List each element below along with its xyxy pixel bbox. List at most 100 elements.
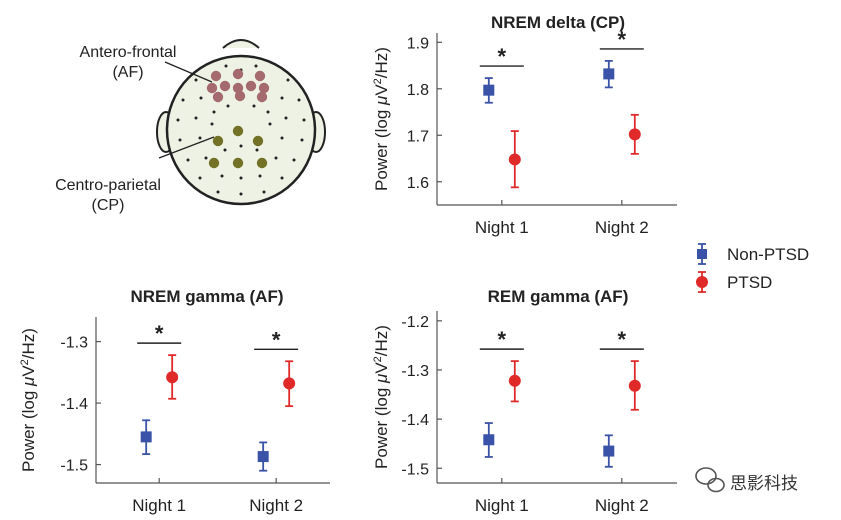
legend: Non-PTSD PTSD (696, 243, 809, 293)
electrode-dot-21 (258, 174, 262, 178)
y-axis-label-main: Power (log (19, 386, 38, 472)
legend-ptsd-label: PTSD (727, 273, 772, 292)
electrode-dot-8 (284, 116, 288, 120)
significance-star: * (618, 327, 627, 352)
data-point-non-ptsd (257, 451, 269, 463)
cp-electrode-3 (208, 157, 220, 169)
electrode-dot-34 (268, 122, 272, 126)
data-point-non-ptsd (483, 84, 495, 96)
y-tick-label: 1.9 (407, 35, 429, 52)
electrode-dot-11 (198, 136, 202, 140)
electrode-dot-28 (212, 110, 216, 114)
x-tick-label: Night 1 (132, 496, 186, 515)
y-axis-label-tail: /Hz) (372, 325, 391, 356)
electrode-dot-27 (252, 104, 256, 108)
cp-electrode-cluster (208, 125, 268, 169)
electrode-dot-0 (194, 78, 198, 82)
electrode-dot-32 (254, 64, 258, 68)
electrode-dot-36 (223, 148, 227, 152)
data-point-ptsd (628, 379, 641, 392)
electrode-dot-14 (186, 158, 190, 162)
y-axis-label-mu: μ (372, 95, 391, 106)
electrode-dot-29 (266, 110, 270, 114)
electrode-dot-26 (226, 104, 230, 108)
electrode-dot-35 (239, 144, 243, 148)
chart-title: NREM gamma (AF) (130, 287, 283, 306)
af-electrode-0 (210, 70, 222, 82)
x-tick-label: Night 2 (595, 218, 649, 237)
y-axis-label-main: Power (log (372, 383, 391, 469)
y-axis-label-superscript: 2 (372, 356, 384, 362)
electrode-dot-18 (198, 176, 202, 180)
data-point-ptsd (508, 153, 521, 166)
electrode-dot-31 (224, 64, 228, 68)
cp-electrode-5 (256, 157, 268, 169)
af-electrode-cluster (206, 68, 270, 103)
data-point-ptsd (628, 128, 641, 141)
af-electrode-5 (232, 82, 244, 94)
y-tick-label: -1.4 (60, 396, 88, 413)
x-tick-label: Night 2 (249, 496, 303, 515)
y-tick-label: 1.8 (407, 82, 429, 99)
y-axis-label-unit: V (372, 84, 391, 96)
significance-star: * (272, 327, 281, 352)
y-axis-label-superscript: 2 (19, 359, 31, 365)
cp-electrode-0 (232, 125, 244, 137)
data-point-ptsd (166, 371, 179, 384)
af-label-line2: (AF) (112, 64, 143, 81)
x-tick-label: Night 1 (475, 496, 529, 515)
y-tick-label: -1.5 (60, 458, 88, 475)
watermark-text: 思影科技 (730, 474, 798, 493)
cp-electrode-1 (212, 135, 224, 147)
legend-item-ptsd: PTSD (696, 271, 772, 293)
y-tick-label: -1.2 (401, 314, 429, 331)
y-axis-label-mu: μ (372, 373, 391, 384)
af-electrode-3 (206, 82, 218, 94)
af-electrode-4 (219, 80, 231, 92)
significance-star: * (498, 44, 507, 69)
y-tick-label: -1.5 (401, 461, 429, 478)
electrode-dot-5 (297, 98, 301, 102)
y-axis-label-unit: V (19, 365, 38, 377)
watermark: 思影科技 (695, 467, 798, 493)
legend-non-ptsd-label: Non-PTSD (727, 245, 809, 264)
data-point-non-ptsd (603, 68, 615, 80)
electrode-dot-3 (199, 96, 203, 100)
data-point-ptsd (283, 377, 296, 390)
af-pointer-line (164, 61, 213, 83)
y-axis-label: Power (log μV2/Hz) (19, 328, 38, 472)
panel-nrem-gamma-af: -1.5 -1.4 -1.3 Night 1 Night 2 NREM gamma (AF… (19, 287, 330, 515)
y-axis-label: Power (log μV2/Hz) (372, 47, 391, 191)
significance-star: * (618, 27, 627, 52)
data-point-non-ptsd (603, 445, 615, 457)
data-point-ptsd (508, 374, 521, 387)
y-tick-label: 1.6 (407, 175, 429, 192)
y-axis-label-mu: μ (19, 376, 38, 387)
electrode-dot-17 (292, 158, 296, 162)
af-electrode-8 (212, 91, 224, 103)
panel-nrem-delta-cp: 1.6 1.7 1.8 1.9 Night 1 Night 2 NREM delta (CP… (372, 13, 677, 237)
electrode-dot-25 (262, 190, 266, 194)
af-label-line1: Antero-frontal (80, 44, 177, 61)
electrode-dot-16 (274, 156, 278, 160)
y-axis-label-superscript: 2 (372, 78, 384, 84)
x-tick-label: Night 1 (475, 218, 529, 237)
electrode-dot-33 (210, 122, 214, 126)
wechat-icon (695, 467, 725, 493)
electrode-dot-15 (204, 156, 208, 160)
cp-label-line1: Centro-parietal (55, 177, 161, 194)
y-tick-label: -1.3 (60, 335, 88, 352)
significance-star: * (498, 327, 507, 352)
electrode-dot-4 (280, 96, 284, 100)
af-electrode-1 (232, 68, 244, 80)
electrode-dot-7 (194, 116, 198, 120)
head-nose (222, 39, 260, 49)
electrode-dot-19 (220, 174, 224, 178)
electrode-dot-22 (280, 176, 284, 180)
electrode-dot-20 (239, 176, 243, 180)
af-electrode-2 (254, 70, 266, 82)
x-tick-label: Night 2 (595, 496, 649, 515)
y-tick-label: -1.4 (401, 412, 429, 429)
legend-non-ptsd-marker (697, 249, 707, 259)
